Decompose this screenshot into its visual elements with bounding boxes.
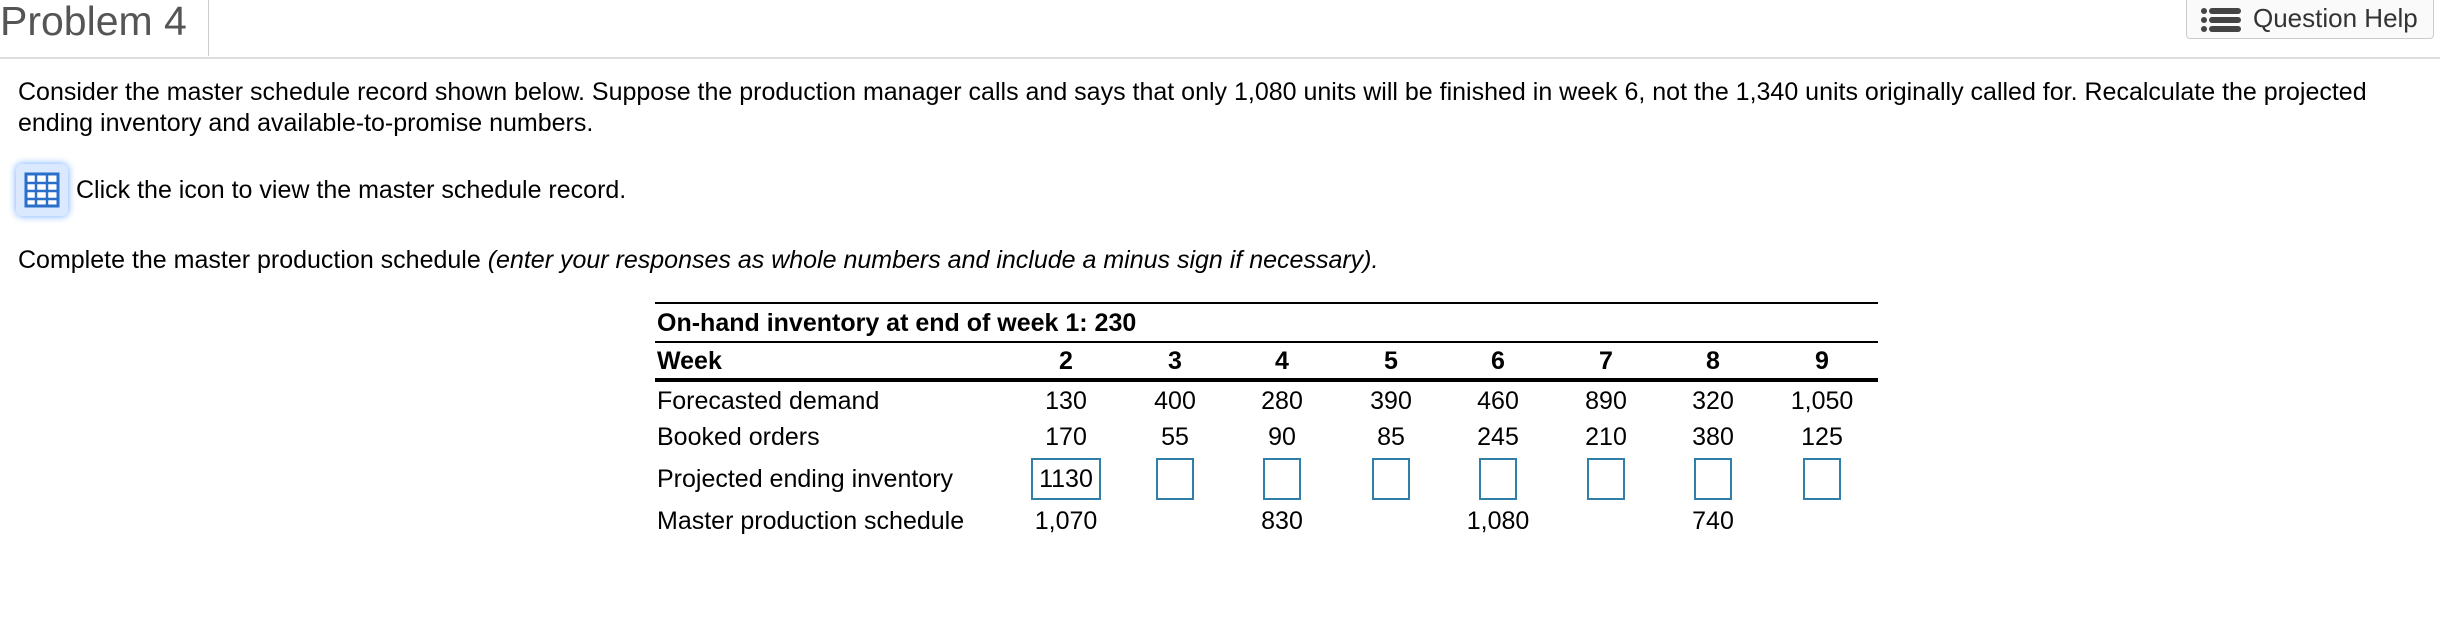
icon-caption: Click the icon to view the master schedu… xyxy=(76,176,627,204)
table-cell: 245 xyxy=(1477,423,1519,451)
instruction-line: Consider the master schedule record show… xyxy=(18,78,2367,106)
table-rule xyxy=(655,378,1878,382)
instruction-line: ending inventory and available-to-promis… xyxy=(18,109,594,137)
task-text: Complete the master production schedule … xyxy=(18,246,1378,275)
column-header: 7 xyxy=(1599,347,1613,375)
answer-input[interactable] xyxy=(1372,458,1410,500)
task: Complete the master production schedule xyxy=(18,246,481,274)
answer-input[interactable] xyxy=(1479,458,1517,500)
separator xyxy=(208,0,209,56)
table-rule xyxy=(655,302,1878,304)
table-rule xyxy=(655,341,1878,343)
column-header: 3 xyxy=(1168,347,1182,375)
question-help-button[interactable]: Question Help xyxy=(2186,0,2434,39)
table-cell: 170 xyxy=(1045,423,1087,451)
column-header: 6 xyxy=(1491,347,1505,375)
table-icon[interactable] xyxy=(16,164,68,216)
row-label: Projected ending inventory xyxy=(657,465,954,493)
row-label: Master production schedule xyxy=(657,507,965,535)
table-cell: 390 xyxy=(1370,387,1412,415)
table-cell: 320 xyxy=(1692,387,1734,415)
table-cell: 890 xyxy=(1585,387,1627,415)
task-note: (enter your responses as whole numbers a… xyxy=(487,246,1379,274)
table-cell: 280 xyxy=(1261,387,1303,415)
table-cell: 830 xyxy=(1261,507,1303,535)
answer-input[interactable] xyxy=(1694,458,1732,500)
table-cell: 125 xyxy=(1801,423,1843,451)
answer-input[interactable] xyxy=(1803,458,1841,500)
row-label: Booked orders xyxy=(657,423,820,451)
column-header: 5 xyxy=(1384,347,1398,375)
table-cell: 1,070 xyxy=(1034,507,1098,535)
table-cell: 210 xyxy=(1585,423,1627,451)
column-header: 4 xyxy=(1275,347,1289,375)
table-cell: 460 xyxy=(1477,387,1519,415)
column-header: 2 xyxy=(1059,347,1073,375)
column-header: 8 xyxy=(1706,347,1720,375)
table-cell: 1,050 xyxy=(1790,387,1854,415)
answer-input[interactable] xyxy=(1263,458,1301,500)
table-cell: 380 xyxy=(1692,423,1734,451)
answer-input[interactable]: 1130 xyxy=(1031,458,1101,500)
table-cell: 55 xyxy=(1161,423,1189,451)
answer-input[interactable] xyxy=(1587,458,1625,500)
column-header: 9 xyxy=(1815,347,1829,375)
table-cell: 85 xyxy=(1377,423,1405,451)
table-cell: 90 xyxy=(1268,423,1296,451)
problem-title: Problem 4 xyxy=(0,0,187,44)
grid-icon xyxy=(24,172,60,208)
table-cell: 400 xyxy=(1154,387,1196,415)
table-cell: 740 xyxy=(1692,507,1734,535)
row-label: Forecasted demand xyxy=(657,387,880,415)
button-label: Question Help xyxy=(2253,3,2418,33)
separator xyxy=(0,57,2440,59)
answer-input[interactable] xyxy=(1156,458,1194,500)
row-header: Week xyxy=(657,347,722,375)
list-icon xyxy=(2201,8,2241,32)
table-caption: On-hand inventory at end of week 1: 230 xyxy=(657,309,1137,337)
table-cell: 130 xyxy=(1045,387,1087,415)
table-cell: 1,080 xyxy=(1466,507,1530,535)
